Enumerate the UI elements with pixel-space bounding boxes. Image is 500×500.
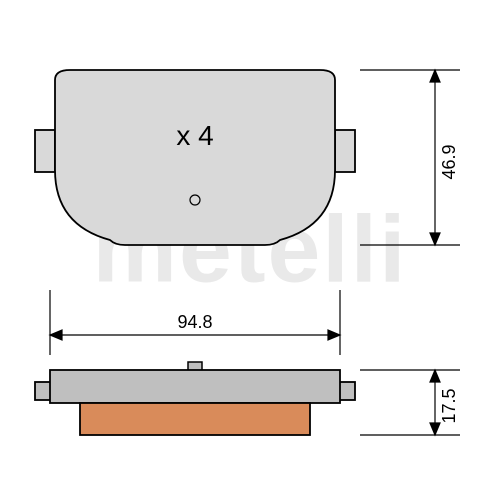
dimension-width-value: 94.8 (177, 312, 212, 332)
quantity-label: x 4 (176, 120, 213, 151)
diagram-canvas: x 4 46.9 94.8 17.5 (0, 0, 500, 500)
brake-pad-face-view (35, 70, 355, 245)
brake-pad-side-view (35, 362, 355, 435)
dimension-thickness-value: 17.5 (439, 388, 459, 423)
dimension-height-value: 46.9 (439, 144, 459, 179)
